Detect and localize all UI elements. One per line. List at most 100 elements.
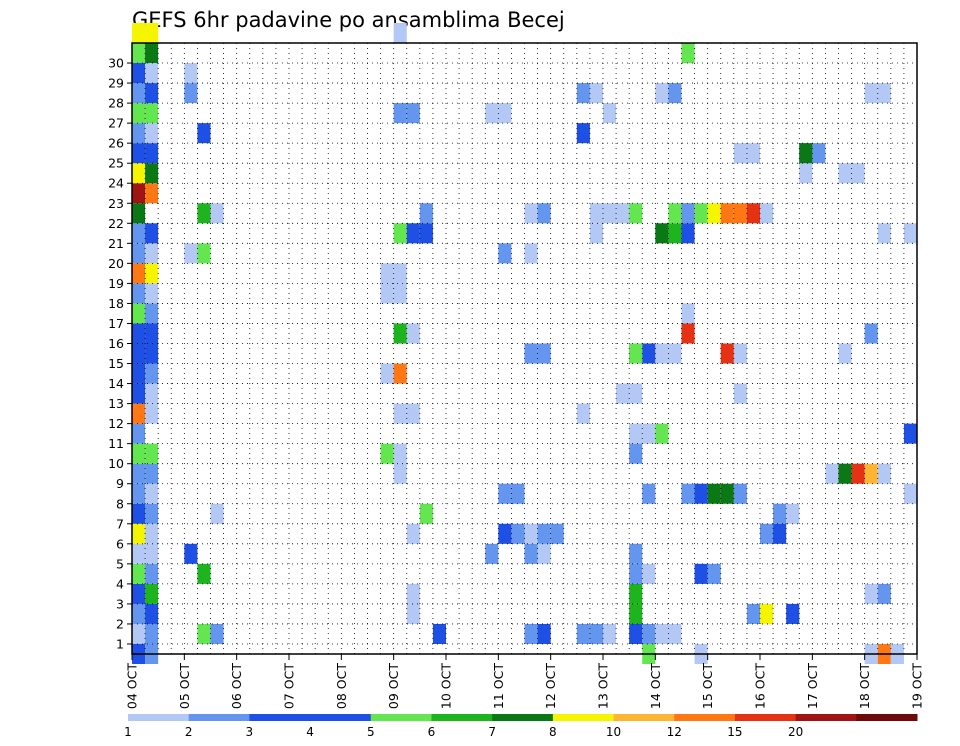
colorbar-swatch [370,714,432,721]
data-cell [406,583,420,604]
data-cell [746,203,760,224]
data-cell [576,623,590,644]
data-cell [145,563,159,584]
cells-layer [132,22,917,665]
data-cell [838,343,852,364]
colorbar: 1 2 3 4 5 6 7 8 10 12 15 20 [124,714,918,739]
y-tick-label: 20 [108,256,124,271]
y-tick-label: 26 [108,136,124,151]
x-tick-label: 10 OCT [439,663,454,709]
y-tick-label: 15 [108,356,124,371]
data-cell [145,523,159,544]
data-cell [864,583,878,604]
data-cell [406,223,420,244]
data-cell [132,563,146,584]
data-cell [498,523,512,544]
data-cell [524,243,538,264]
data-cell [786,603,800,624]
data-cell [629,603,643,624]
chart-title: GEFS 6hr padavine po ansamblima Becej [132,8,565,32]
colorbar-label: 2 [185,725,193,739]
data-cell [589,223,603,244]
x-tick-label: 06 OCT [229,663,244,709]
data-cell [132,423,146,444]
data-cell [145,63,159,84]
colorbar-swatch [492,714,554,721]
data-cell [799,143,813,164]
data-cell [132,103,146,124]
data-cell [132,603,146,624]
data-cell [406,403,420,424]
data-cell [629,423,643,444]
data-cell [746,603,760,624]
data-cell [380,363,394,384]
data-cell [642,563,656,584]
data-cell [773,503,787,524]
data-cell [786,503,800,524]
data-cell [498,243,512,264]
data-cell [733,143,747,164]
data-cell [380,263,394,284]
data-cell [132,443,146,464]
data-cell [132,403,146,424]
data-cell [537,523,551,544]
data-cell [184,243,198,264]
data-cell [132,143,146,164]
x-tick-label: 12 OCT [543,663,558,709]
data-cell [419,203,433,224]
data-cell [132,83,146,104]
data-cell [145,22,159,43]
colorbar-swatch [613,714,675,721]
y-tick-label: 29 [108,76,124,91]
data-cell [132,263,146,284]
data-cell [132,183,146,204]
data-cell [681,203,695,224]
data-cell [733,383,747,404]
colorbar-label: 1 [124,725,132,739]
data-cell [406,603,420,624]
y-tick-label: 4 [116,576,124,591]
data-cell [524,623,538,644]
data-cell [629,583,643,604]
data-cell [145,483,159,504]
data-cell [393,463,407,484]
data-cell [197,243,211,264]
data-cell [145,463,159,484]
data-cell [524,203,538,224]
data-cell [132,303,146,324]
data-cell [145,323,159,344]
data-cell [877,463,891,484]
data-cell [733,203,747,224]
y-tick-label: 13 [108,396,124,411]
data-cell [485,103,499,124]
data-cell [406,323,420,344]
data-cell [694,203,708,224]
data-cell [184,83,198,104]
data-cell [210,203,224,224]
data-cell [145,603,159,624]
colorbar-swatch [734,714,797,721]
data-cell [681,223,695,244]
data-cell [681,323,695,344]
data-cell [694,483,708,504]
data-cell [642,343,656,364]
data-cell [145,183,159,204]
data-cell [655,223,669,244]
data-cell [393,323,407,344]
data-cell [145,83,159,104]
data-cell [838,463,852,484]
data-cell [746,143,760,164]
y-axis: 1234567891011121314151617181920212223242… [108,56,132,651]
y-tick-label: 10 [108,456,124,471]
colorbar-label: 7 [488,725,496,739]
data-cell [576,123,590,144]
colorbar-swatch [552,714,615,721]
data-cell [145,163,159,184]
data-cell [132,483,146,504]
data-cell [707,563,721,584]
data-cell [655,423,669,444]
data-cell [197,123,211,144]
data-cell [537,543,551,564]
x-tick-label: 09 OCT [386,663,401,709]
data-cell [132,543,146,564]
